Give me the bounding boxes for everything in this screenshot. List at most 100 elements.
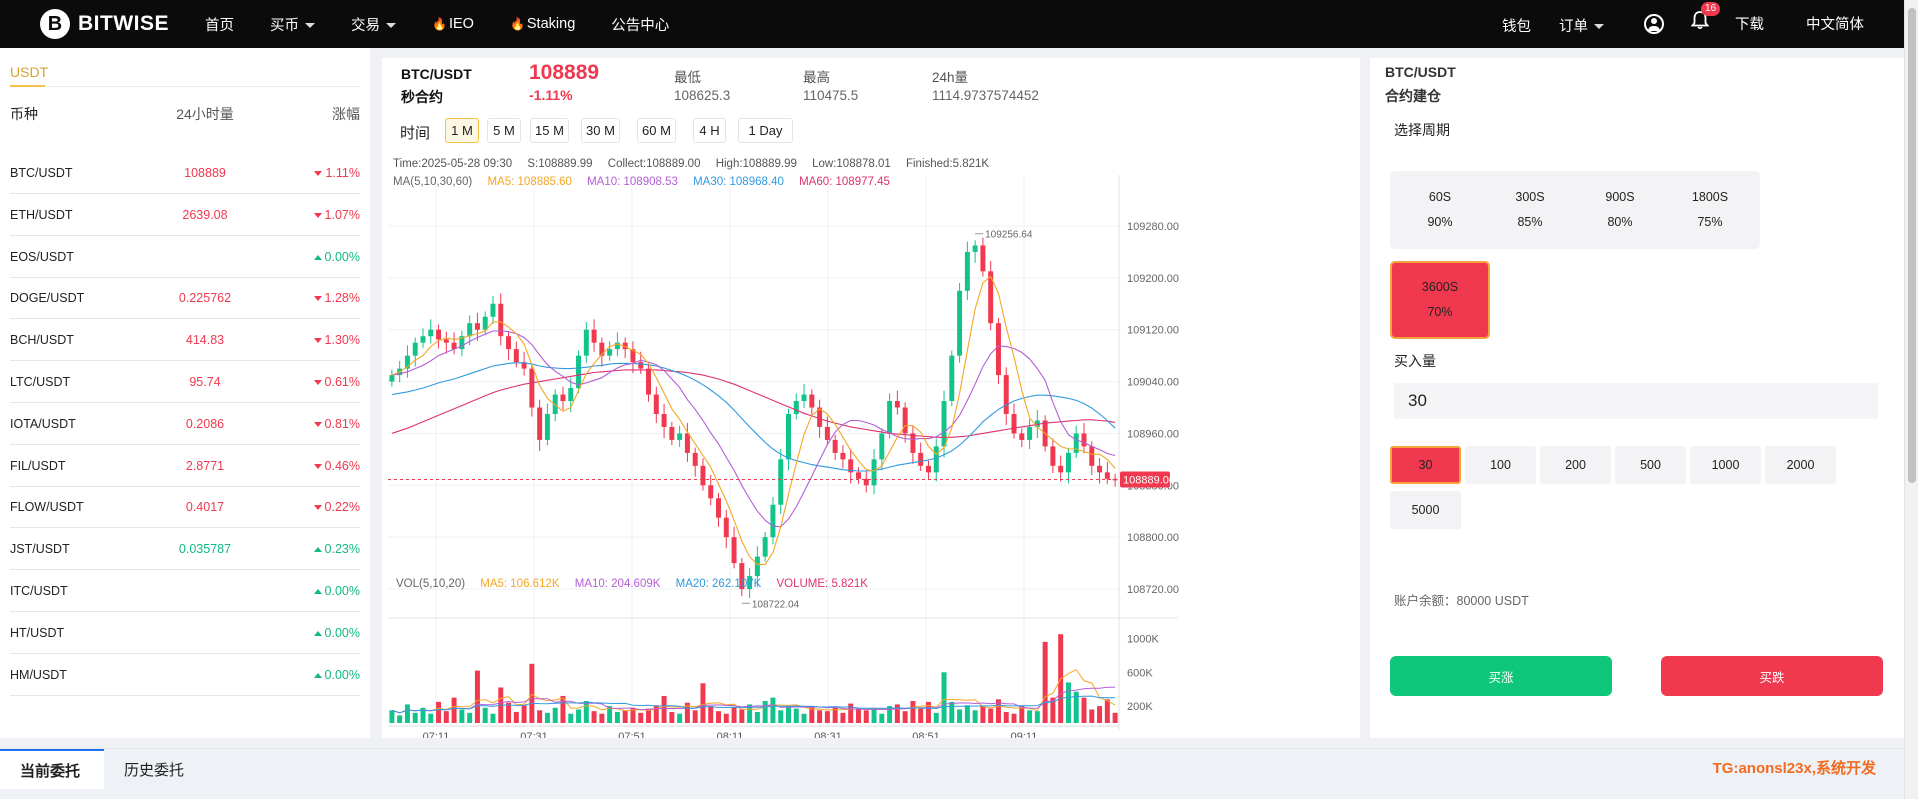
candle-body xyxy=(995,323,1001,376)
period-option[interactable]: 300S 85% xyxy=(1480,171,1580,249)
quick-amount-button[interactable]: 500 xyxy=(1615,446,1686,484)
market-row[interactable]: DOGE/USDT 0.225762 1.28% xyxy=(10,278,360,320)
candlestick-chart[interactable]: 109280.00 109200.00 109120.00 109040.00 1089… xyxy=(382,150,1360,738)
promo-text: TG:anonsl23x,系统开发 xyxy=(1712,760,1876,777)
page-scrollbar[interactable] xyxy=(1904,0,1918,799)
nav-item-2[interactable]: 交易 xyxy=(351,14,396,35)
vma10-legend: MA10: 204.609K xyxy=(574,578,661,590)
candle-body xyxy=(809,394,815,408)
interval-5m[interactable]: 5 M xyxy=(487,118,521,143)
volume-bar xyxy=(770,697,776,723)
nav-item-3[interactable]: 🔥 IEO xyxy=(432,16,474,32)
quick-amount-button[interactable]: 100 xyxy=(1465,446,1536,484)
market-row[interactable]: IOTA/USDT 0.2086 0.81% xyxy=(10,404,360,445)
market-row[interactable]: ETH/USDT 2639.08 1.07% xyxy=(10,195,360,236)
volume-bar xyxy=(1089,709,1095,723)
candle-body xyxy=(1081,433,1087,447)
language-selector[interactable]: 中文简体 xyxy=(1806,17,1864,33)
interval-60m[interactable]: 60 M xyxy=(637,118,676,143)
market-row[interactable]: BCH/USDT 414.83 1.30% xyxy=(10,320,360,362)
orders-menu[interactable]: 订单 xyxy=(1559,15,1604,36)
volume-bar xyxy=(1019,706,1025,723)
interval-1m[interactable]: 1 M xyxy=(445,118,479,143)
market-change: 1.07% xyxy=(260,208,360,222)
market-change: 0.00% xyxy=(260,626,360,640)
candle-body xyxy=(762,537,768,557)
candle-body xyxy=(988,271,994,324)
market-pair: HT/USDT xyxy=(10,625,65,640)
quick-amount-button[interactable]: 5000 xyxy=(1390,491,1461,529)
volume-bar xyxy=(941,672,947,723)
interval-label: 时间 xyxy=(400,125,431,142)
period-option[interactable]: 3600S 70% xyxy=(1390,261,1490,339)
period-option[interactable]: 900S 80% xyxy=(1570,171,1670,249)
ticker-change: -1.11% xyxy=(529,87,573,103)
candle-body xyxy=(591,329,597,343)
period-label: 选择周期 xyxy=(1394,122,1450,138)
current-price-tag xyxy=(1120,471,1170,488)
volume-bar xyxy=(677,713,683,723)
candle-body xyxy=(389,375,395,382)
tab-history-orders[interactable]: 历史委托 xyxy=(124,761,185,779)
period-rate: 85% xyxy=(1517,215,1543,229)
fire-icon: 🔥 xyxy=(509,17,525,31)
tab-usdt[interactable]: USDT xyxy=(10,64,49,80)
tab-current-orders[interactable]: 当前委托 xyxy=(0,749,104,789)
market-row[interactable]: ITC/USDT 0.00% xyxy=(10,571,360,612)
logo[interactable]: B BITWISE xyxy=(40,9,190,39)
nav-item-1[interactable]: 买币 xyxy=(270,14,315,35)
period-option[interactable]: 1800S 75% xyxy=(1660,171,1760,249)
arrow-down-icon xyxy=(313,338,322,344)
buy-down-button[interactable]: 买跌 xyxy=(1661,656,1883,696)
quick-amount-button[interactable]: 200 xyxy=(1540,446,1611,484)
interval-4h[interactable]: 4 H xyxy=(693,118,726,143)
market-row[interactable]: BTC/USDT 108889 1.11% xyxy=(10,153,360,194)
ma30-line xyxy=(391,362,1116,472)
interval-30m[interactable]: 30 M xyxy=(581,118,620,143)
candle-body xyxy=(980,245,986,272)
quick-amount-button[interactable]: 1000 xyxy=(1690,446,1761,484)
nav-item-5[interactable]: 公告中心 xyxy=(611,14,669,35)
period-rate: 75% xyxy=(1697,215,1723,229)
market-row[interactable]: HT/USDT 0.00% xyxy=(10,613,360,654)
market-change: 0.46% xyxy=(260,459,360,473)
nav-item-4[interactable]: 🔥 Staking xyxy=(510,16,575,32)
amount-input[interactable] xyxy=(1394,383,1878,419)
volume-bar xyxy=(692,710,698,723)
market-pair: BTC/USDT xyxy=(10,166,73,180)
notifications[interactable]: 16 xyxy=(1690,2,1721,35)
quick-amount-button[interactable]: 2000 xyxy=(1765,446,1836,484)
download-link[interactable]: 下载 xyxy=(1735,17,1764,33)
market-price: 108889 xyxy=(184,166,226,180)
market-row[interactable]: LTC/USDT 95.74 0.61% xyxy=(10,362,360,403)
volume-bar xyxy=(762,701,768,723)
volume-bar xyxy=(1081,697,1087,723)
candle-body xyxy=(451,342,457,350)
wallet-link[interactable]: 钱包 xyxy=(1502,19,1531,35)
period-option[interactable]: 60S 90% xyxy=(1390,171,1490,249)
candle-body xyxy=(482,316,488,330)
market-row[interactable]: JST/USDT 0.035787 0.23% xyxy=(10,529,360,571)
volume-bar xyxy=(848,703,854,723)
user-account[interactable] xyxy=(1644,14,1664,34)
x-tick-label: 07:11 xyxy=(423,731,450,738)
ma30-legend: MA30: 108968.40 xyxy=(693,176,784,188)
interval-1day[interactable]: 1 Day xyxy=(738,118,793,143)
market-row[interactable]: FIL/USDT 2.8771 0.46% xyxy=(10,446,360,487)
nav-item-0[interactable]: 首页 xyxy=(205,14,234,35)
buy-up-button[interactable]: 买涨 xyxy=(1390,656,1612,696)
arrow-up-icon xyxy=(313,672,322,678)
market-change-value: 0.23% xyxy=(324,542,360,557)
scrollbar-thumb[interactable] xyxy=(1908,8,1916,483)
market-row[interactable]: EOS/USDT 0.00% xyxy=(10,237,360,278)
volume-bar xyxy=(863,710,869,723)
market-row[interactable]: HM/USDT 0.00% xyxy=(10,655,360,696)
quick-amount-button[interactable]: 30 xyxy=(1390,446,1461,484)
volume-bar xyxy=(599,713,605,723)
market-row[interactable]: FLOW/USDT 0.4017 0.22% xyxy=(10,487,360,529)
volume-bar xyxy=(506,702,512,723)
candle-body xyxy=(459,336,465,350)
interval-15m[interactable]: 15 M xyxy=(530,118,569,143)
volume-value-legend: VOLUME: 5.821K xyxy=(776,578,868,590)
header-change: 涨幅 xyxy=(332,106,360,122)
